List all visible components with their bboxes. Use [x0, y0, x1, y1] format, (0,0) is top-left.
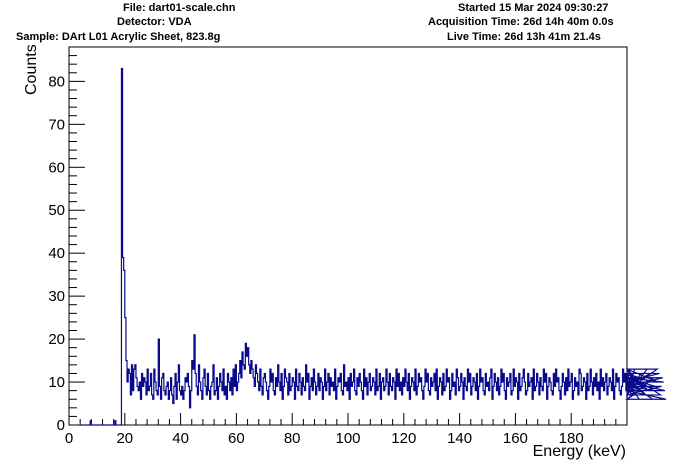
y-tick-label: 30 — [48, 288, 65, 305]
header-live-time: Live Time: 26d 13h 41m 21.4s — [447, 31, 601, 43]
y-tick-label: 10 — [48, 374, 65, 391]
y-tick-label: 20 — [48, 331, 65, 348]
spectrum-line — [80, 67, 667, 426]
plot-frame — [68, 46, 628, 426]
x-tick-label: 100 — [335, 430, 360, 447]
x-tick-label: 180 — [559, 430, 584, 447]
x-tick-label: 120 — [391, 430, 416, 447]
x-axis-title: Energy (keV) — [533, 443, 626, 460]
x-tick-label: 160 — [503, 430, 528, 447]
y-tick-label: 60 — [48, 159, 65, 176]
y-tick-label: 50 — [48, 202, 65, 219]
header-file: File: dart01-scale.chn — [123, 2, 236, 14]
y-tick-label: 80 — [48, 73, 65, 90]
x-tick-label: 140 — [447, 430, 472, 447]
y-tick-label: 70 — [48, 116, 65, 133]
y-tick-label: 40 — [48, 245, 65, 262]
x-tick-label: 0 — [65, 430, 73, 447]
header-detector: Detector: VDA — [117, 16, 192, 28]
x-tick-label: 60 — [228, 430, 245, 447]
axis-ticks: 0 20 40 60 80 100 120 140 160 180 0 10 20 30 40 50 60 70 8… — [48, 46, 628, 447]
y-tick-label: 0 — [57, 417, 65, 434]
x-tick-label: 80 — [284, 430, 301, 447]
header-sample: Sample: DArt L01 Acrylic Sheet, 823.8g — [16, 31, 221, 43]
header-started: Started 15 Mar 2024 09:30:27 — [458, 2, 609, 14]
x-tick-label: 40 — [172, 430, 189, 447]
x-tick-label: 20 — [116, 430, 133, 447]
header-acquisition: Acquisition Time: 26d 14h 40m 0.0s — [428, 16, 614, 28]
y-axis-title: Counts — [23, 44, 40, 95]
